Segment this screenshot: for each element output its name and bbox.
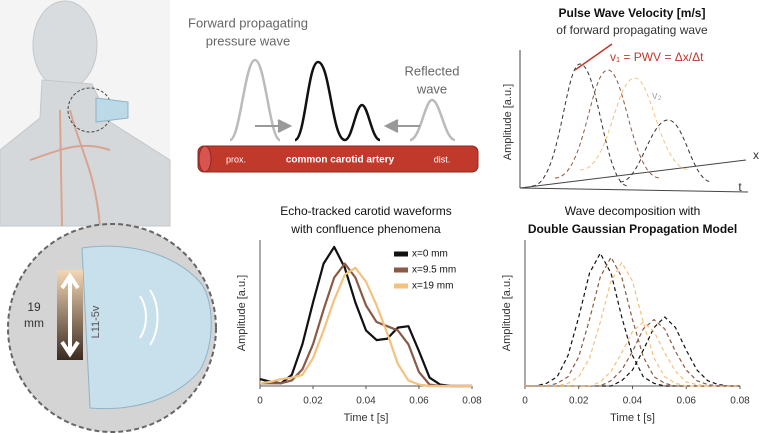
x-tick-label: 0: [257, 396, 263, 407]
pwv-t-axis: t: [738, 180, 742, 194]
x-tick-label: 0.04: [356, 396, 376, 407]
x-tick-label: 0.06: [677, 396, 697, 407]
series-line: [525, 256, 740, 387]
chart-title: Echo-tracked carotid waveforms: [280, 204, 451, 218]
y-axis-label: Amplitude [a.u.]: [236, 275, 248, 351]
forward-wave-line: pressure wave: [206, 33, 291, 48]
reflected-wave-line: Reflected: [405, 63, 460, 78]
series-line: [259, 266, 472, 388]
x-tick-label: 0.06: [409, 396, 429, 407]
pwv-y-label: Amplitude [a.u.]: [502, 84, 514, 160]
pwv-v2: v₂: [652, 90, 662, 102]
pwv-x-axis: x: [753, 148, 759, 162]
x-axis-label: Time t [s]: [344, 412, 389, 424]
pwv-formula: v₁ = PWV = Δx/Δt: [610, 50, 704, 64]
x-axis-label: Time t [s]: [610, 412, 655, 424]
chart-title: Double Gaussian Propagation Model: [528, 222, 737, 236]
forward-wave-line: Forward propagating: [188, 15, 308, 30]
x-tick-label: 0: [522, 396, 528, 407]
x-tick-label: 0.02: [303, 396, 323, 407]
y-axis-label: Amplitude [a.u.]: [501, 275, 513, 351]
series-line: [259, 245, 472, 388]
chart-title: with confluence phenomena: [290, 222, 441, 236]
probe-illustration: 19 mm L11-5v: [7, 223, 217, 433]
chart-title: Wave decomposition with: [565, 204, 701, 218]
artery-dist: dist.: [434, 154, 451, 164]
x-tick-label: 0.04: [623, 396, 643, 407]
x-tick-label: 0.08: [730, 396, 750, 407]
artery-prox: prox.: [226, 154, 246, 164]
artery-name: common carotid artery: [286, 155, 395, 166]
pwv-title: Pulse Wave Velocity [m/s]: [559, 6, 706, 20]
reflected-wave-line: wave: [416, 81, 447, 96]
pwv-subtitle: of forward propagating wave: [556, 23, 708, 37]
series-line: [525, 261, 740, 387]
legend-label: x=0 mm: [412, 249, 448, 260]
depth-value: 19: [27, 300, 41, 314]
x-tick-label: 0.08: [462, 396, 482, 407]
x-tick-label: 0.02: [569, 396, 589, 407]
wave-schematic: Forward propagating pressure wave Reflec…: [188, 15, 479, 173]
legend-label: x=19 mm: [412, 281, 453, 292]
probe-model: L11-5v: [90, 305, 102, 338]
series-line: [525, 321, 740, 387]
legend-label: x=9.5 mm: [412, 265, 456, 276]
anatomy-illustration: [0, 0, 171, 227]
pwv-schematic: Pulse Wave Velocity [m/s] of forward pro…: [502, 6, 759, 194]
depth-unit: mm: [24, 316, 44, 330]
